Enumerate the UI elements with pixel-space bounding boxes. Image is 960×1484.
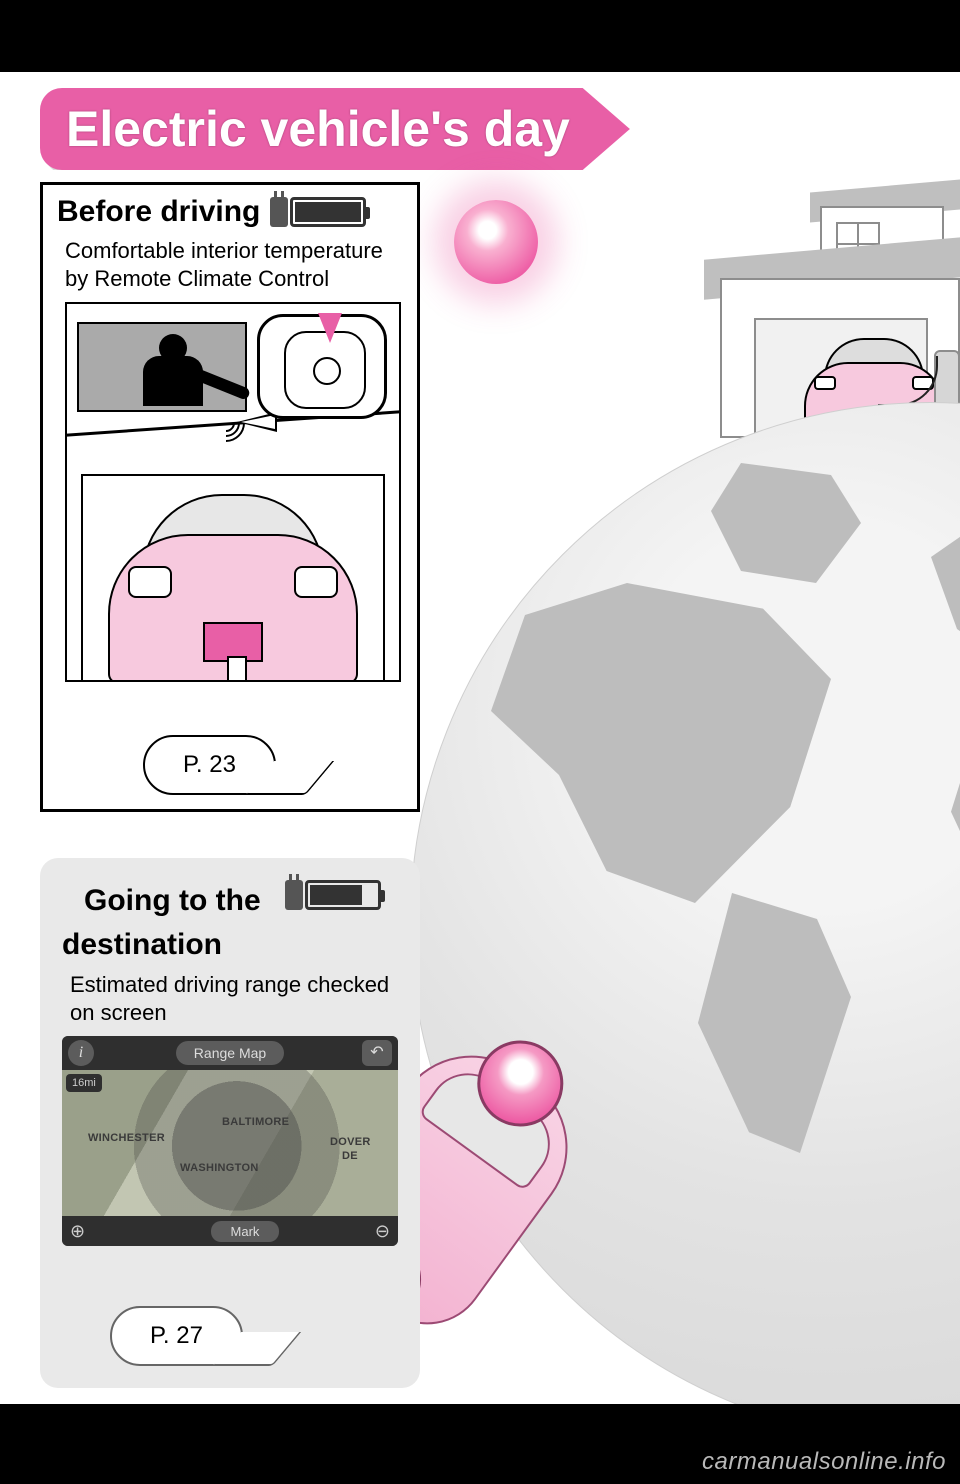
card-heading-line2: destination xyxy=(62,928,222,961)
info-icon[interactable]: i xyxy=(68,1040,94,1066)
landmass-icon xyxy=(951,683,960,963)
landmass-icon xyxy=(491,583,831,903)
zoom-in-icon[interactable]: ⊕ xyxy=(70,1221,85,1242)
mark-button[interactable]: Mark xyxy=(211,1221,280,1242)
plug-icon xyxy=(285,880,303,910)
nav-bottom-bar: ⊕ Mark ⊖ xyxy=(62,1216,398,1246)
battery-fill-icon xyxy=(310,885,363,905)
key-fob-callout xyxy=(257,314,387,419)
going-to-destination-card: Going to the destination Estimated drivi… xyxy=(40,858,420,1388)
fob-button-icon xyxy=(313,357,341,385)
charging-battery-icon xyxy=(285,880,381,910)
nav-range-map: WINCHESTER BALTIMORE WASHINGTON DOVER DE i R… xyxy=(62,1036,398,1246)
charging-battery-icon xyxy=(270,197,366,227)
battery-fill-icon xyxy=(295,202,361,222)
page-reference: P. 23 xyxy=(143,735,276,795)
nav-title: Range Map xyxy=(176,1041,284,1065)
card-description: Estimated driving range checked on scree… xyxy=(70,971,398,1026)
card-heading: Before driving xyxy=(57,195,417,229)
distance-badge: 16mi xyxy=(66,1074,102,1092)
landmass-icon xyxy=(711,463,861,583)
garage-icon xyxy=(81,474,385,680)
person-icon xyxy=(137,334,217,414)
headlight-icon xyxy=(294,566,338,598)
card-heading: Going to the xyxy=(84,882,261,920)
landmass-icon xyxy=(931,503,960,683)
before-driving-card: Before driving Comfortable interior temp… xyxy=(40,182,420,812)
sun-icon xyxy=(454,200,538,284)
back-icon[interactable]: ↶ xyxy=(362,1040,392,1066)
map-label: WINCHESTER xyxy=(88,1132,165,1144)
map-label: DE xyxy=(342,1150,358,1162)
landmass-icon xyxy=(681,893,851,1153)
zoom-out-icon[interactable]: ⊖ xyxy=(375,1221,390,1242)
battery-icon xyxy=(305,880,381,910)
charge-port-icon xyxy=(203,622,263,662)
heading-text: Before driving xyxy=(57,195,260,229)
battery-icon xyxy=(290,197,366,227)
page: Electric vehicle's day xyxy=(0,72,960,1404)
car-front-icon xyxy=(108,494,358,682)
heading-text: Going to the xyxy=(84,884,261,917)
map-label: BALTIMORE xyxy=(222,1116,289,1128)
card-description: Comfortable interior temperature by Remo… xyxy=(65,237,399,292)
title-banner: Electric vehicle's day xyxy=(40,88,630,170)
map-label: WASHINGTON xyxy=(180,1162,259,1174)
map-label: DOVER xyxy=(330,1136,371,1148)
page-reference: P. 27 xyxy=(110,1306,243,1366)
remote-climate-illustration xyxy=(65,302,401,682)
arrow-down-icon xyxy=(318,313,342,343)
watermark: carmanualsonline.info xyxy=(702,1448,946,1476)
nav-top-bar: i Range Map ↶ xyxy=(62,1036,398,1070)
plug-icon xyxy=(270,197,288,227)
map-area: WINCHESTER BALTIMORE WASHINGTON DOVER DE xyxy=(62,1070,398,1216)
headlight-icon xyxy=(128,566,172,598)
